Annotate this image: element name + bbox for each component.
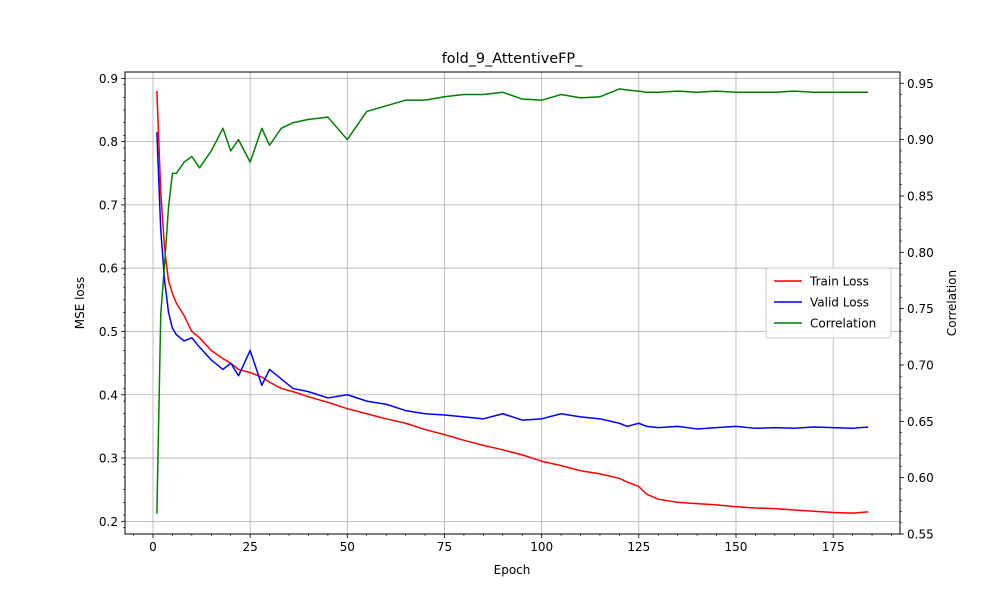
y2-tick-label: 0.70 bbox=[907, 358, 934, 372]
series-line-train-loss bbox=[156, 90, 869, 514]
axis-layer: 0 25 50 75 100 125 150 175 0.2 0.3 0.4 0.5 0.6 0.7 0.8… bbox=[99, 72, 934, 554]
y2-axis-label: Correlation bbox=[945, 270, 959, 336]
y2-tick-label: 0.55 bbox=[907, 528, 934, 542]
x-tick-label: 75 bbox=[437, 540, 452, 554]
x-tick-label: 100 bbox=[530, 540, 553, 554]
y2-tick-label: 0.80 bbox=[907, 246, 934, 260]
y-tick-label: 0.2 bbox=[99, 515, 118, 529]
legend-label-train-loss: Train Loss bbox=[809, 275, 869, 289]
y2-tick-label: 0.60 bbox=[907, 471, 934, 485]
legend-box bbox=[765, 267, 892, 339]
x-tick-label: 0 bbox=[149, 540, 157, 554]
x-tick-label: 150 bbox=[725, 540, 748, 554]
y2-tick-label: 0.75 bbox=[907, 302, 934, 316]
series-layer bbox=[156, 88, 869, 514]
series-line-valid-loss bbox=[156, 132, 869, 430]
x-axis-label: Epoch bbox=[494, 563, 531, 577]
y2-tick-label: 0.90 bbox=[907, 133, 934, 147]
y2-tick-label: 0.85 bbox=[907, 189, 934, 203]
x-tick-label: 50 bbox=[340, 540, 355, 554]
y-tick-label: 0.3 bbox=[99, 452, 118, 466]
y-tick-label: 0.9 bbox=[99, 72, 118, 86]
chart-title: fold_9_AttentiveFP_ bbox=[442, 51, 583, 67]
series-line-correlation bbox=[156, 88, 869, 514]
y-tick-label: 0.4 bbox=[99, 388, 118, 402]
x-tick-label: 175 bbox=[822, 540, 845, 554]
x-tick-label: 25 bbox=[243, 540, 258, 554]
legend: Train Loss Valid Loss Correlation bbox=[765, 267, 892, 339]
y2-tick-label: 0.65 bbox=[907, 415, 934, 429]
y-tick-label: 0.8 bbox=[99, 135, 118, 149]
grid-layer bbox=[125, 72, 900, 534]
y-tick-label: 0.7 bbox=[99, 198, 118, 212]
y-axis-label: MSE loss bbox=[73, 277, 87, 330]
plot-frame bbox=[124, 71, 901, 535]
y2-tick-label: 0.95 bbox=[907, 77, 934, 91]
legend-label-correlation: Correlation bbox=[810, 317, 876, 331]
y-tick-label: 0.5 bbox=[99, 325, 118, 339]
x-tick-label: 125 bbox=[627, 540, 650, 554]
y-tick-label: 0.6 bbox=[99, 262, 118, 276]
legend-label-valid-loss: Valid Loss bbox=[810, 296, 869, 310]
